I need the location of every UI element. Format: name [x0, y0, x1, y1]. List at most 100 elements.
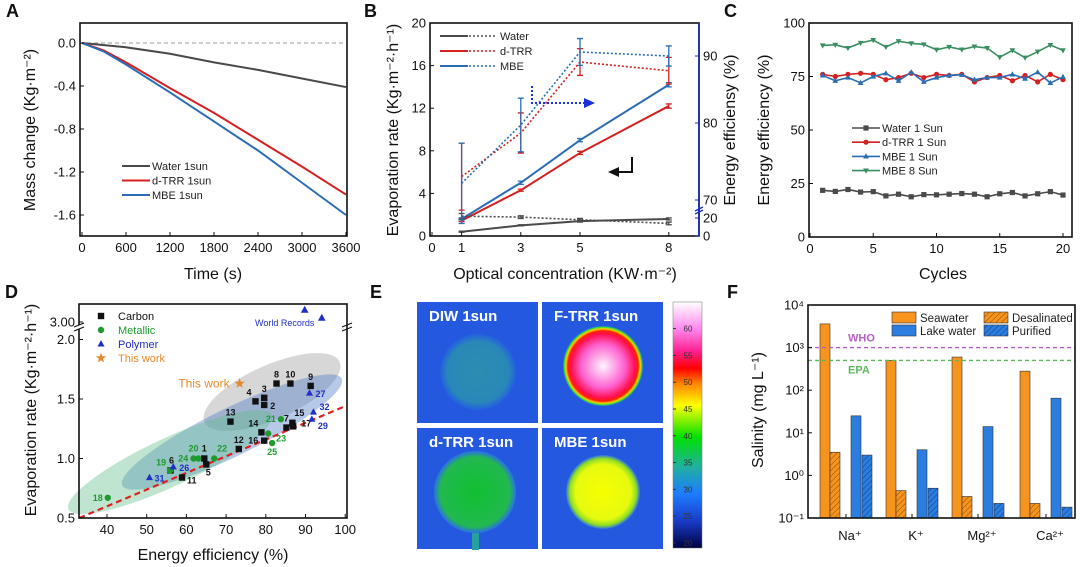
bar-lake-water	[916, 449, 928, 519]
legend-label: MBE 1 Sun	[882, 151, 938, 163]
point-label: 21	[266, 414, 276, 424]
metallic-region	[67, 409, 273, 515]
colorbar-tick-label: 35	[684, 459, 693, 468]
point-label: 18	[93, 493, 103, 503]
bar-seawater	[951, 356, 963, 519]
series-d-trr-left	[458, 103, 672, 223]
legend-swatch	[983, 324, 1009, 337]
colorbar-tick-label: 50	[684, 378, 693, 387]
data-point	[920, 78, 927, 84]
legend-label: MBE 8 Sun	[882, 166, 938, 178]
category-label: Ca²⁺	[1036, 528, 1064, 543]
x-axis-label: Energy efficiency (%)	[138, 547, 289, 564]
error-bar	[577, 217, 583, 222]
point-label: 25	[267, 447, 277, 457]
data-point	[883, 44, 889, 51]
y-axis-label: Evaporation rate (Kg·m⁻²·h⁻¹)	[23, 304, 40, 517]
data-point	[845, 45, 851, 52]
data-point	[857, 79, 864, 85]
x-axis-label: Time (s)	[184, 266, 242, 283]
legend-label: Desalinated	[1012, 313, 1073, 325]
series-d-trr-right	[458, 47, 672, 211]
y-tick-label: 10¹	[785, 425, 804, 440]
image-label: F-TRR 1sun	[554, 308, 638, 325]
right-axis-arrow	[531, 86, 585, 104]
legend-label: Polymer	[118, 339, 159, 351]
point-label: 22	[217, 444, 227, 454]
data-point	[908, 41, 915, 47]
legend-marker	[97, 312, 105, 320]
bar-purified	[861, 454, 873, 519]
legend-label: MBE	[500, 61, 524, 73]
error-bar	[665, 45, 672, 67]
point-label: 8	[274, 370, 279, 380]
y-tick-label: 0.5	[57, 511, 75, 526]
x-tick-label: 90	[298, 522, 312, 537]
data-point	[289, 423, 297, 430]
data-point	[920, 42, 927, 48]
data-point	[1035, 79, 1041, 85]
series-line	[461, 105, 670, 222]
y-tick-label: -1.6	[54, 208, 76, 223]
y-tick-label: 0.0	[58, 36, 76, 51]
data-point	[946, 72, 953, 78]
error-bar	[665, 221, 672, 226]
y-tick-label: 80	[703, 116, 717, 131]
y-tick-label: 4	[419, 186, 426, 201]
series-d-trr-1-sun	[820, 70, 1066, 85]
data-point	[946, 44, 953, 51]
data-point	[305, 389, 313, 396]
thermal-image-mbe-1sun: MBE 1sun	[542, 428, 663, 549]
bar-lake-water	[850, 415, 862, 519]
data-point	[1034, 69, 1041, 75]
y-tick-label: 10²	[785, 383, 804, 398]
series-line-mbe-1sun	[81, 42, 347, 216]
y-axis-label: Energy efficiency (%)	[756, 55, 773, 206]
data-point	[857, 40, 864, 47]
plot-frame	[429, 22, 700, 237]
image-label: MBE 1sun	[554, 434, 627, 451]
y-axis-label-right: Energy efficiensy (%)	[722, 55, 739, 206]
thermal-image-d-trr-1sun: d-TRR 1sun	[417, 428, 538, 550]
data-point	[933, 47, 940, 53]
data-point	[984, 194, 990, 200]
colorbar-tick-label: 55	[684, 351, 693, 360]
category-label: Na⁺	[838, 528, 861, 543]
panel-label-f: F	[727, 282, 738, 302]
y-tick-label: 10⁴	[784, 298, 804, 313]
point-label: 16	[248, 436, 258, 446]
data-point	[287, 380, 294, 387]
point-label: 12	[234, 435, 244, 445]
data-point	[1009, 189, 1015, 196]
data-point	[883, 70, 889, 76]
x-tick-label: 5	[870, 241, 877, 256]
data-point	[1009, 48, 1016, 54]
carbon-region	[203, 353, 341, 431]
y-tick-label: 75	[791, 69, 805, 84]
data-point	[971, 44, 978, 50]
colorbar-tick-label: 20	[684, 539, 693, 548]
legend-label: Water	[500, 31, 529, 43]
data-point	[203, 461, 210, 468]
panel-label-d: D	[5, 282, 18, 302]
category-label: K⁺	[908, 528, 924, 543]
x-tick-label: 1	[458, 240, 465, 255]
data-point	[832, 42, 839, 48]
bar-purified	[927, 487, 939, 519]
legend-label: Purified	[1012, 326, 1051, 338]
data-point	[819, 43, 826, 49]
x-tick-label: 0	[806, 241, 813, 256]
x-tick-label: 1800	[200, 240, 229, 255]
point-label: 20	[189, 444, 199, 454]
bar-desalinated	[1029, 503, 1041, 519]
point-label: 9	[308, 372, 313, 382]
point-label: 11	[187, 476, 197, 486]
error-bar	[577, 37, 583, 67]
legend-label: d-TRR 1 Sun	[882, 137, 946, 149]
data-point	[832, 77, 839, 83]
data-point	[264, 430, 272, 437]
polymer-region	[121, 374, 343, 490]
